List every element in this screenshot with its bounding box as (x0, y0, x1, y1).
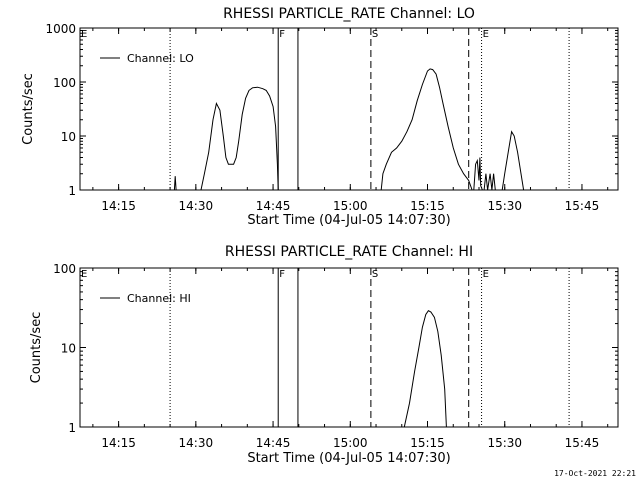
chart-panel-lo: RHESSI PARTICLE_RATE Channel: LO 14:15 14:… (21, 6, 619, 228)
series-line (173, 176, 177, 191)
series-line (473, 157, 483, 191)
x-tick-label: 14:15 (101, 199, 136, 213)
x-tick-label: 15:00 (333, 436, 368, 450)
y-axis-label: Counts/sec (29, 312, 44, 384)
x-axis-label: Start Time (04-Jul-05 14:07:30) (247, 213, 450, 228)
series-line (380, 68, 473, 191)
x-tick-label: 15:00 (333, 199, 368, 213)
series-line (501, 130, 525, 191)
event-marker-label: E (81, 269, 87, 280)
chart-title: RHESSI PARTICLE_RATE Channel: LO (223, 6, 475, 22)
y-tick-label: 10 (61, 130, 76, 144)
x-tick-label: 15:15 (410, 436, 445, 450)
event-marker-label: F (279, 269, 285, 280)
chart-panel-hi: RHESSI PARTICLE_RATE Channel: HI 14:15 14:… (29, 244, 619, 466)
x-tick-label: 14:15 (101, 436, 136, 450)
event-marker-label: E (81, 29, 87, 40)
series-line (483, 173, 496, 191)
x-tick-label: 15:15 (410, 199, 445, 213)
x-axis-label: Start Time (04-Jul-05 14:07:30) (247, 451, 450, 466)
y-tick-label: 1 (68, 421, 76, 435)
event-marker-label: E (483, 29, 489, 40)
series-line (403, 310, 447, 428)
series-line (200, 86, 279, 191)
legend-entry: Channel: HI (127, 292, 191, 305)
y-tick-label: 100 (53, 76, 76, 90)
y-tick-label: 100 (53, 262, 76, 276)
legend-entry: Channel: LO (127, 52, 194, 65)
x-tick-label: 15:30 (487, 436, 522, 450)
x-tick-label: 15:45 (565, 199, 600, 213)
x-tick-label: 15:45 (565, 436, 600, 450)
y-tick-label: 1 (68, 184, 76, 198)
x-tick-label: 14:30 (179, 436, 214, 450)
event-marker-label: S (372, 269, 378, 280)
x-tick-label: 14:45 (256, 436, 291, 450)
event-marker-label: F (279, 29, 285, 40)
event-marker-label: S (372, 29, 378, 40)
x-tick-label: 14:30 (179, 199, 214, 213)
x-tick-label: 15:30 (487, 199, 522, 213)
y-tick-label: 10 (61, 342, 76, 356)
timestamp-footer: 17-Oct-2021 22:21 (554, 469, 636, 478)
chart-title: RHESSI PARTICLE_RATE Channel: HI (225, 244, 473, 260)
event-marker-label: E (483, 269, 489, 280)
y-tick-label: 1000 (45, 22, 76, 36)
x-tick-label: 14:45 (256, 199, 291, 213)
y-axis-label: Counts/sec (21, 73, 36, 145)
